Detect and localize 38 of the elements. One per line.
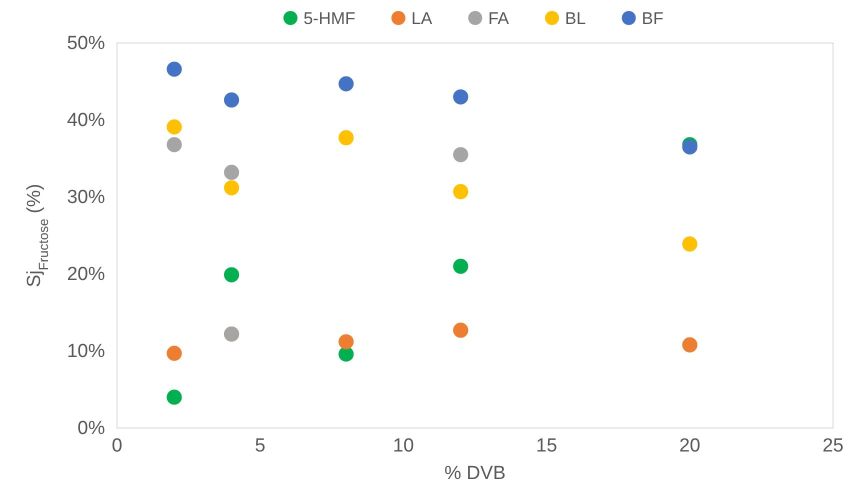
point (224, 180, 240, 196)
point (166, 137, 182, 152)
point (338, 334, 354, 350)
point (166, 119, 182, 134)
point (338, 76, 354, 92)
y-tick-label: 30% (66, 187, 106, 208)
y-tick-label: 20% (66, 264, 106, 286)
point (682, 337, 698, 352)
legend-label: LA (411, 9, 433, 28)
x-tick-label: 15 (536, 435, 558, 456)
legend-label: BF (642, 9, 664, 28)
legend-label: 5-HMF (303, 9, 356, 28)
point (338, 346, 354, 362)
point (453, 322, 468, 338)
y-tick-label: 50% (66, 33, 106, 54)
point (453, 258, 468, 274)
x-tick-label: 0 (112, 435, 122, 456)
x-tick-label: 20 (679, 435, 700, 456)
legend-label: FA (488, 9, 510, 28)
point (453, 89, 468, 104)
point (224, 267, 240, 282)
x-axis-title: % DVB (444, 463, 506, 483)
point (338, 130, 354, 146)
legend-label: BL (565, 9, 586, 28)
point (453, 147, 468, 162)
x-tick-label: 10 (392, 435, 414, 456)
point (166, 346, 182, 361)
y-tick-label: 40% (66, 110, 106, 132)
point (224, 164, 240, 180)
x-tick-label: 5 (254, 435, 266, 456)
y-tick-label: 10% (66, 341, 106, 362)
point (166, 62, 182, 77)
point (224, 92, 240, 108)
x-tick-label: 25 (822, 435, 844, 456)
point (453, 184, 468, 200)
y-tick-label: 0% (78, 418, 106, 440)
point (166, 390, 182, 405)
point (682, 236, 698, 252)
